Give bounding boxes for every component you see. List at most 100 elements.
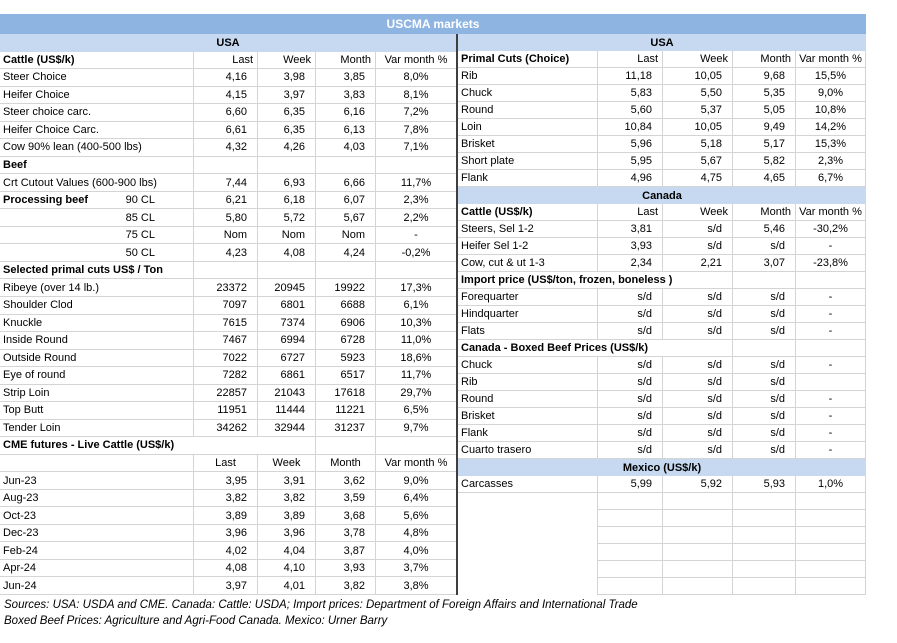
table-row: Mexico (US$/k) <box>458 459 866 476</box>
table-row: 50 CL 4,23 4,08 4,24 -0,2% <box>0 244 456 262</box>
cell-var-month: 9,0% <box>375 472 456 490</box>
cell-last: 3,82 <box>193 489 257 508</box>
cell-month: s/d <box>732 238 795 255</box>
cell-week <box>257 156 315 175</box>
row-label-text: Apr-24 <box>3 562 37 575</box>
cell-month: 11221 <box>315 402 375 420</box>
row-label: Cow, cut & ut 1-3 <box>458 255 597 272</box>
cell-week: s/d <box>662 374 732 391</box>
row-label: Eye of round <box>0 367 193 385</box>
cell-week: 10,05 <box>662 68 732 85</box>
cell-var-month: 11,7% <box>375 174 456 192</box>
cell-var-month: - <box>375 226 456 245</box>
row-label <box>458 493 597 510</box>
row-label: Processing beef 90 CL <box>0 192 193 210</box>
cell-month <box>732 561 795 578</box>
table-row <box>458 527 866 544</box>
cell-last: 5,99 <box>597 476 662 493</box>
row-label: Apr-24 <box>0 560 193 578</box>
cell-var-month: 1,0% <box>795 476 866 493</box>
cell-var-month: - <box>795 306 866 323</box>
row-label-text: Brisket <box>461 138 495 150</box>
cell-var-month: - <box>795 425 866 442</box>
cell-month: 9,49 <box>732 119 795 136</box>
row-label: Dec-23 <box>0 525 193 543</box>
cell-var-month <box>795 561 866 578</box>
cell-last: s/d <box>597 425 662 442</box>
row-label <box>0 455 193 473</box>
row-label: Cow 90% lean (400-500 lbs) <box>0 139 193 157</box>
table-row: Chuck s/d s/d s/d - <box>458 357 866 374</box>
cell-last: Last <box>193 51 257 70</box>
cell-last: 4,16 <box>193 69 257 87</box>
cell-var-month: 8,0% <box>375 69 456 87</box>
cell-week: s/d <box>662 289 732 306</box>
table-row: Jun-24 3,97 4,01 3,82 3,8% <box>0 577 456 595</box>
cell-var-month <box>375 156 456 175</box>
row-label: Inside Round <box>0 332 193 350</box>
row-label: Forequarter <box>458 289 597 306</box>
row-label-text: Outside Round <box>3 351 77 364</box>
cell-week: 4,04 <box>257 542 315 560</box>
cell-var-month <box>795 272 866 289</box>
cell-month: 6,07 <box>315 191 375 210</box>
cell-week: 11444 <box>257 402 315 420</box>
row-label-text: Oct-23 <box>3 509 37 522</box>
cell-var-month: Var month % <box>375 454 456 473</box>
table-row: Carcasses 5,99 5,92 5,93 1,0% <box>458 476 866 493</box>
row-label: Round <box>458 102 597 119</box>
cell-month: 6517 <box>315 367 375 385</box>
row-label: Steer Choice <box>0 69 193 87</box>
row-label: Jun-23 <box>0 472 193 490</box>
cell-var-month: 5,6% <box>375 507 456 525</box>
row-label: Outside Round <box>0 350 193 368</box>
cell-month: s/d <box>732 357 795 374</box>
row-label-text: Rib <box>461 70 478 82</box>
cell-last: 7282 <box>193 367 257 385</box>
cell-month: 6728 <box>315 332 375 350</box>
table-row: Oct-23 3,89 3,89 3,68 5,6% <box>0 507 456 525</box>
cell-month: 31237 <box>315 419 375 438</box>
table-row <box>458 578 866 595</box>
cell-month <box>732 272 795 289</box>
row-sublabel: 90 CL <box>125 194 155 207</box>
cell-var-month: 8,1% <box>375 86 456 105</box>
row-label: Knuckle <box>0 315 193 333</box>
row-sublabel: 85 CL <box>125 211 155 224</box>
section-band-label: USA <box>650 36 674 49</box>
row-label-text: Heifer Choice Carc. <box>3 123 99 136</box>
row-label: Shoulder Clod <box>0 297 193 315</box>
table-row: Hindquarter s/d s/d s/d - <box>458 306 866 323</box>
cell-month: 3,78 <box>315 524 375 543</box>
row-label: Feb-24 <box>0 542 193 560</box>
cell-week: 6,35 <box>257 104 315 122</box>
row-label <box>458 510 597 527</box>
cell-week: 6994 <box>257 332 315 350</box>
cell-week: 3,91 <box>257 472 315 490</box>
table-row: Forequarter s/d s/d s/d - <box>458 289 866 306</box>
cell-var-month <box>375 437 456 455</box>
row-label-text: Forequarter <box>461 291 519 303</box>
table-row: Cattle (US$/k) Last Week Month Var month % <box>0 51 456 70</box>
row-label-text: Jun-24 <box>3 579 37 592</box>
cell-var-month: 6,1% <box>375 296 456 315</box>
cell-last: 11,18 <box>597 68 662 85</box>
row-label: Ribeye (over 14 lb.) <box>0 279 193 297</box>
table-row: Strip Loin 22857 21043 17618 29,7% <box>0 384 456 403</box>
row-label: Cattle (US$/k) <box>458 204 597 221</box>
cell-last: 22857 <box>193 384 257 403</box>
table-row: USA <box>458 34 866 51</box>
cell-var-month: - <box>795 289 866 306</box>
cell-var-month: Var month % <box>795 204 866 221</box>
table-row: Selected primal cuts US$ / Ton <box>0 261 456 280</box>
row-label-text: Strip Loin <box>3 386 50 399</box>
cell-month: s/d <box>732 408 795 425</box>
cell-month: 6,66 <box>315 174 375 192</box>
cell-var-month: 7,1% <box>375 139 456 157</box>
row-label: Steers, Sel 1-2 <box>458 221 597 238</box>
cell-var-month: 15,5% <box>795 68 866 85</box>
table-row <box>458 544 866 561</box>
cell-last: 3,96 <box>193 524 257 543</box>
cell-last <box>597 544 662 561</box>
cell-month: 5,93 <box>732 476 795 493</box>
